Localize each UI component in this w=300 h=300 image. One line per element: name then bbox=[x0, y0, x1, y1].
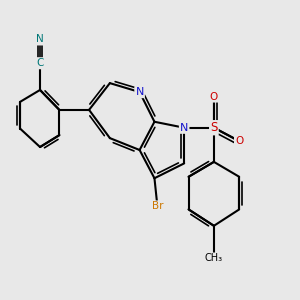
Text: O: O bbox=[235, 136, 243, 146]
Text: C: C bbox=[36, 58, 44, 68]
Text: N: N bbox=[180, 123, 188, 133]
Text: N: N bbox=[36, 34, 44, 44]
Text: S: S bbox=[210, 121, 218, 134]
Text: CH₃: CH₃ bbox=[205, 254, 223, 263]
Text: N: N bbox=[135, 87, 144, 97]
Text: O: O bbox=[210, 92, 218, 101]
Text: Br: Br bbox=[152, 202, 163, 212]
